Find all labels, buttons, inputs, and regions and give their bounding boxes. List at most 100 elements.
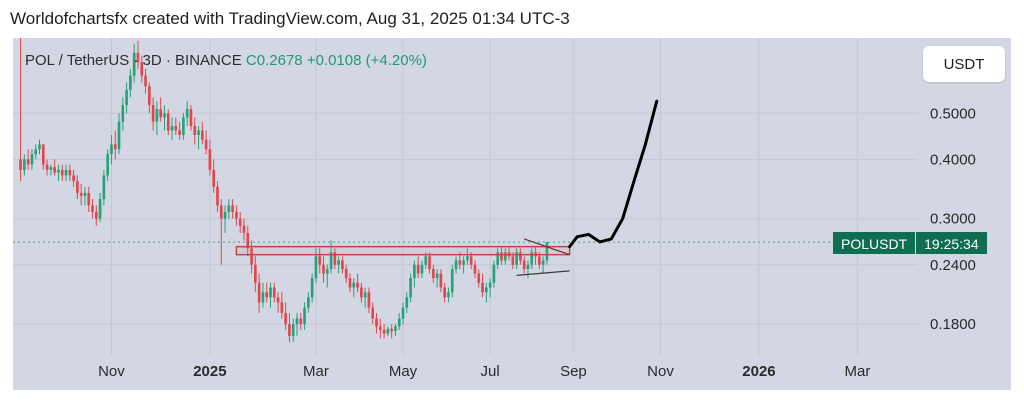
candle-body: [151, 105, 155, 122]
candle: [276, 292, 280, 313]
candle: [57, 164, 60, 182]
candle-body: [45, 164, 49, 170]
price-chart[interactable]: 0.5000 0.4000 0.3000 0.2400 0.1800 Nov 2025 Ma…: [13, 38, 1011, 390]
currency-button[interactable]: USDT: [923, 46, 1005, 82]
candle-body: [348, 278, 352, 288]
candle: [136, 40, 140, 69]
candle: [166, 109, 170, 136]
candle-body: [110, 144, 113, 155]
candle-body: [503, 252, 507, 261]
candle-body: [428, 256, 431, 270]
candle-body: [117, 121, 121, 150]
candle-body: [492, 264, 496, 283]
candle-body: [193, 126, 197, 136]
candle-body: [144, 75, 147, 87]
x-axis: Nov 2025 Mar May Jul Sep Nov 2026 Mar: [98, 363, 870, 380]
candle-body: [371, 307, 375, 319]
candle-body: [344, 269, 348, 279]
candle-body: [280, 302, 284, 313]
candle-body: [231, 205, 234, 212]
candle: [204, 130, 208, 155]
candle-body: [416, 264, 420, 274]
candle: [30, 149, 34, 170]
candle: [144, 68, 147, 94]
candle-body: [49, 167, 53, 170]
candle-body: [19, 159, 22, 170]
candle: [466, 248, 469, 265]
candle-body: [242, 225, 246, 233]
candle: [530, 248, 534, 270]
candle-body: [318, 256, 322, 265]
candle: [125, 82, 128, 114]
candle: [140, 55, 144, 83]
candle-body: [227, 205, 231, 212]
x-tick-label: May: [389, 363, 418, 380]
candle-body: [299, 318, 303, 325]
candle-body: [129, 75, 132, 90]
candle-body: [394, 326, 397, 332]
candle: [341, 256, 344, 274]
candle-body: [454, 260, 458, 270]
candle-body: [488, 282, 492, 288]
candle: [477, 269, 481, 288]
candle-body: [363, 292, 367, 298]
candle: [147, 82, 151, 114]
candle: [496, 248, 500, 270]
candle-body: [121, 105, 125, 122]
candle: [23, 154, 26, 176]
candle: [132, 43, 136, 83]
candle: [375, 312, 378, 334]
candle: [72, 169, 75, 187]
candle: [257, 273, 261, 313]
candle-body: [64, 169, 68, 176]
change-value: +0.0108 (+4.20%): [306, 52, 427, 69]
chart-panel[interactable]: 0.5000 0.4000 0.3000 0.2400 0.1800 Nov 2025 Ma…: [13, 38, 1011, 390]
candle-body: [341, 260, 344, 270]
candle-body: [182, 117, 185, 136]
candle-body: [159, 109, 163, 118]
candle: [413, 260, 416, 288]
candle-body: [337, 260, 340, 265]
candle: [397, 312, 401, 330]
wedge-upper-line: [523, 238, 570, 256]
candle: [371, 302, 375, 325]
candle-body: [443, 287, 446, 298]
candle-body: [397, 318, 401, 327]
candle: [201, 121, 204, 145]
close-value: 0.2678: [256, 52, 303, 69]
candle-body: [310, 278, 314, 298]
candle-body: [325, 269, 329, 274]
candle: [19, 38, 22, 182]
candle: [401, 302, 405, 325]
candle-body: [155, 109, 159, 122]
candle-body: [382, 329, 386, 334]
candle: [488, 278, 492, 298]
candle-body: [360, 287, 363, 298]
candle-body: [450, 269, 454, 293]
candle: [79, 183, 83, 206]
candle: [450, 264, 454, 298]
candle: [102, 169, 106, 206]
candle: [219, 199, 223, 265]
candle: [288, 312, 291, 343]
candle-body: [530, 252, 534, 265]
candle-body: [291, 324, 295, 336]
candle: [227, 199, 231, 219]
candle: [49, 164, 53, 176]
candle: [344, 264, 348, 283]
candle-body: [125, 89, 128, 106]
candle: [197, 126, 200, 150]
candle: [322, 256, 325, 283]
candle: [522, 256, 526, 274]
y-axis: 0.5000 0.4000 0.3000 0.2400 0.1800: [930, 105, 976, 333]
candle: [303, 302, 306, 330]
candle: [231, 199, 234, 219]
candle: [83, 186, 87, 206]
candle: [526, 260, 530, 279]
candle: [193, 117, 197, 145]
candle-body: [375, 318, 378, 327]
candle: [420, 260, 424, 279]
candle-body: [76, 181, 79, 193]
candle: [170, 117, 174, 140]
candle-body: [526, 264, 530, 270]
